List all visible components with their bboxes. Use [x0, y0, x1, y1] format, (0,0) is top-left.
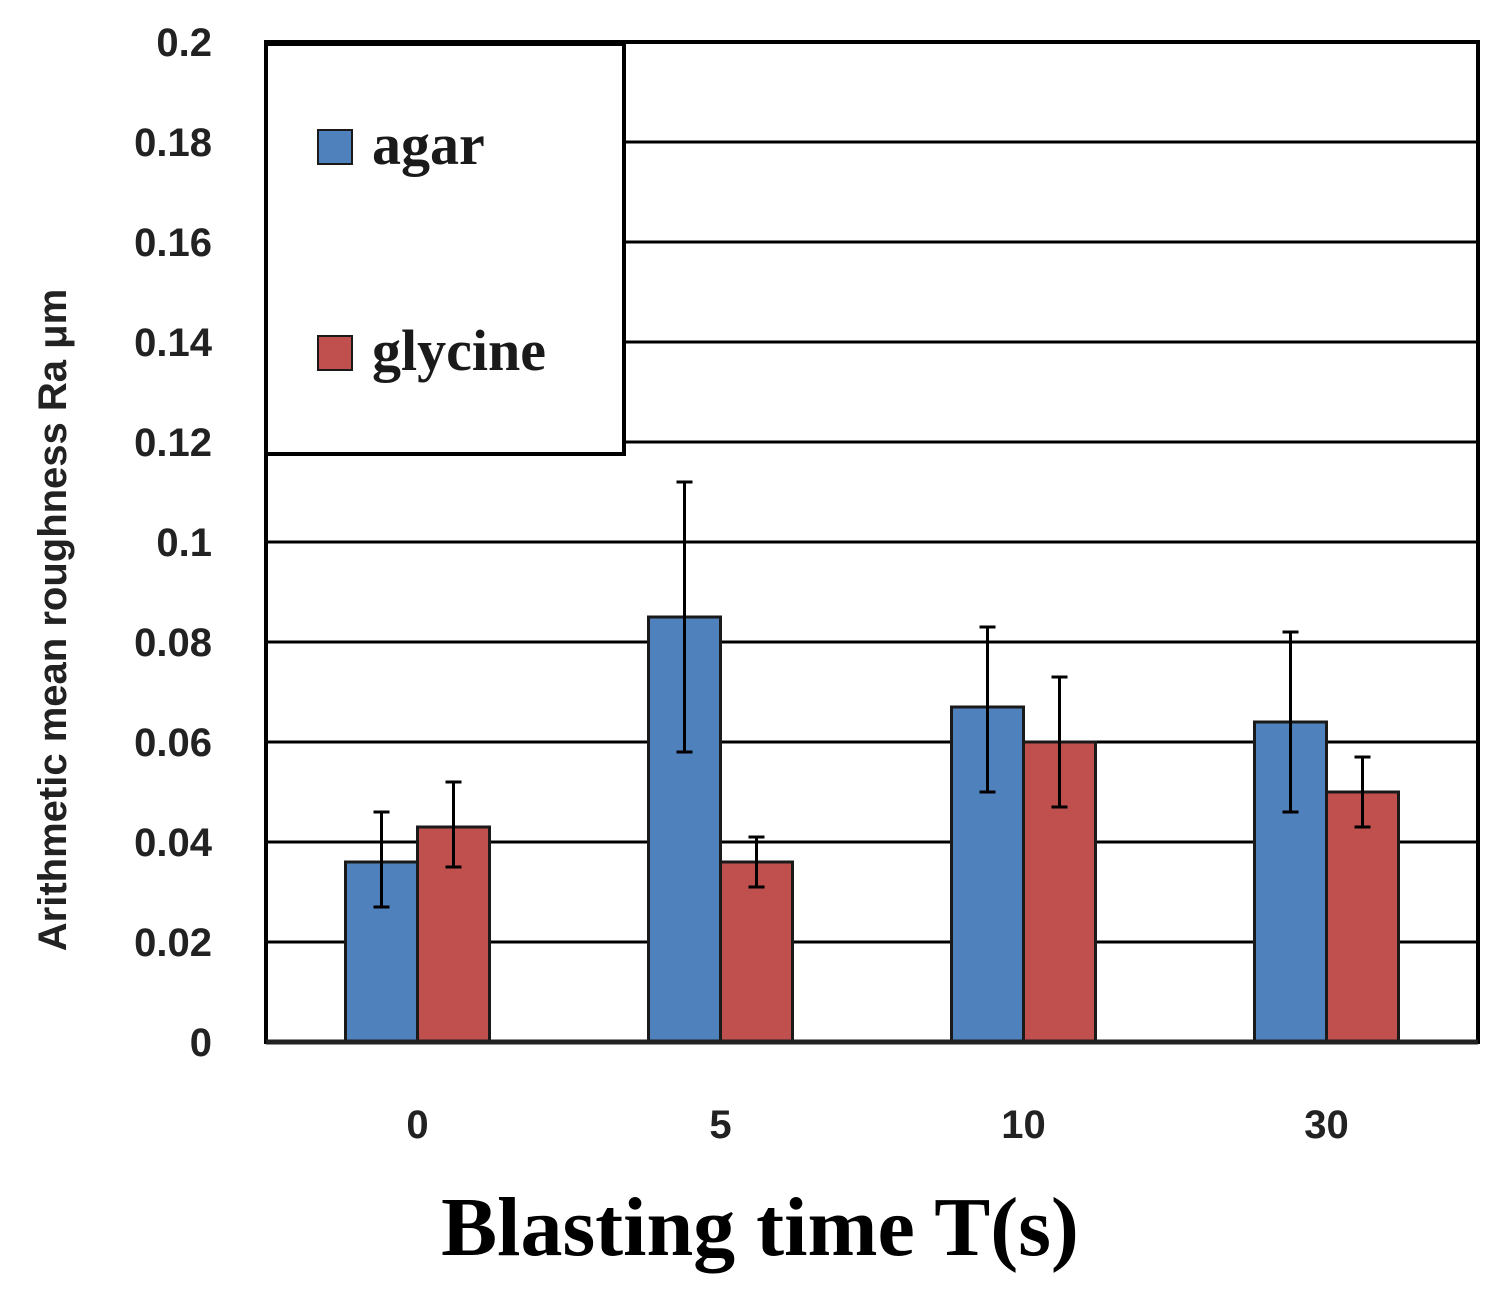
error-bar-agar-10: [979, 625, 996, 794]
y-tick-label: 0.18: [134, 121, 212, 165]
x-tick-label: 5: [709, 1103, 731, 1147]
legend-label-glycine: glycine: [372, 318, 546, 383]
error-bar-agar-5: [676, 480, 693, 754]
error-bars-layer: [373, 480, 1371, 909]
x-axis-title: Blasting time T(s): [441, 1181, 1079, 1274]
x-tick-label: 0: [406, 1103, 428, 1147]
legend: agar glycine: [264, 42, 626, 456]
y-tick-label: 0.14: [134, 321, 213, 365]
error-bar-glycine-0: [445, 780, 462, 869]
y-tick-labels: 0 0.02 0.04 0.06 0.08 0.1 0.12 0.14 0.16 0.18 0.2: [134, 21, 213, 1065]
legend-box: [264, 42, 626, 456]
error-bar-glycine-10: [1051, 675, 1068, 809]
y-tick-label: 0: [190, 1021, 212, 1065]
y-tick-label: 0.02: [134, 921, 212, 965]
y-tick-label: 0.16: [134, 221, 212, 265]
legend-swatch-glycine: [317, 335, 353, 371]
bars-layer: [344, 615, 1400, 1044]
error-bar-glycine-30: [1354, 755, 1371, 829]
bar-glycine-30: [1325, 790, 1400, 1044]
bar-glycine-5: [719, 860, 794, 1044]
y-tick-label: 0.12: [134, 421, 212, 465]
x-tick-label: 10: [1001, 1103, 1046, 1147]
y-tick-label: 0.2: [156, 21, 212, 65]
error-bar-agar-30: [1282, 630, 1299, 814]
legend-swatch-agar: [317, 129, 353, 165]
x-tick-label: 30: [1304, 1103, 1349, 1147]
x-tick-labels: 0 5 10 30: [406, 1103, 1348, 1147]
error-bar-agar-0: [373, 810, 390, 909]
error-bar-glycine-5: [748, 835, 765, 889]
y-tick-label: 0.1: [156, 521, 212, 565]
y-tick-label: 0.06: [134, 721, 212, 765]
y-axis-label: Arithmetic mean roughness Ra μm: [31, 289, 75, 951]
legend-label-agar: agar: [372, 112, 485, 177]
y-tick-label: 0.04: [134, 821, 213, 865]
y-tick-label: 0.08: [134, 621, 212, 665]
